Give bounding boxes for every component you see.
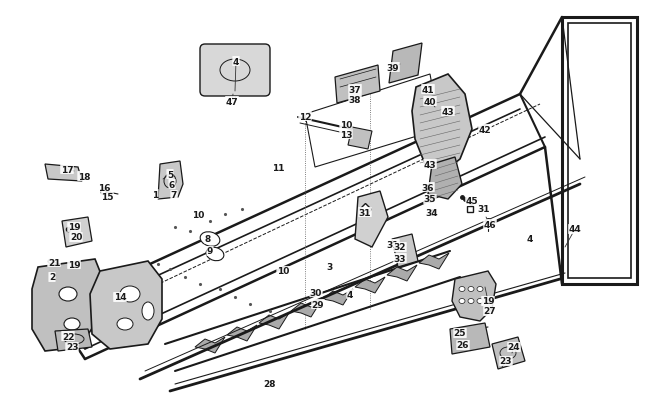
Polygon shape [419,254,449,269]
Text: 13: 13 [340,130,352,139]
Text: 18: 18 [78,172,90,181]
Polygon shape [259,313,289,329]
Polygon shape [450,323,490,354]
Ellipse shape [142,302,154,320]
Text: 8: 8 [205,235,211,244]
Text: 12: 12 [299,112,311,121]
Text: 31: 31 [478,205,490,214]
Ellipse shape [206,248,224,261]
Text: 3: 3 [327,263,333,272]
Polygon shape [389,44,422,84]
Text: 4: 4 [526,235,533,244]
Text: 28: 28 [264,379,276,388]
Text: 4: 4 [233,58,239,66]
Text: 6: 6 [169,180,175,189]
Ellipse shape [200,232,220,247]
Text: 40: 40 [424,97,436,106]
Text: 19: 19 [68,260,81,269]
Polygon shape [90,261,162,349]
Text: 43: 43 [424,160,436,169]
Text: 10: 10 [192,210,204,219]
Text: 19: 19 [68,223,81,232]
Text: 19: 19 [482,297,494,306]
Polygon shape [392,234,418,267]
Text: 25: 25 [454,329,466,338]
Polygon shape [158,162,183,200]
Text: 23: 23 [66,343,78,352]
Ellipse shape [477,299,483,304]
Text: 36: 36 [422,183,434,192]
Polygon shape [62,217,92,247]
Text: 16: 16 [98,183,111,192]
Text: 35: 35 [424,195,436,204]
Polygon shape [428,158,462,200]
Text: 9: 9 [207,247,213,256]
Polygon shape [492,337,525,369]
Text: 43: 43 [442,107,454,116]
Text: 27: 27 [484,307,497,316]
Text: 30: 30 [310,288,322,297]
Text: 15: 15 [101,193,113,202]
Text: 17: 17 [60,165,73,174]
Text: 29: 29 [312,300,324,309]
Text: 1: 1 [152,190,158,199]
Ellipse shape [477,287,483,292]
Text: 33: 33 [394,254,406,263]
Polygon shape [348,128,372,149]
Polygon shape [227,325,257,341]
Text: 21: 21 [47,258,60,267]
Polygon shape [291,301,321,317]
Polygon shape [323,289,353,305]
Text: 10: 10 [340,120,352,129]
Text: 20: 20 [70,233,82,242]
Text: 23: 23 [500,357,512,366]
Ellipse shape [459,299,465,304]
Ellipse shape [117,318,133,330]
Text: 11: 11 [272,163,284,172]
Polygon shape [452,271,496,321]
Ellipse shape [64,318,80,330]
Text: 24: 24 [508,343,520,352]
Text: 38: 38 [349,95,361,104]
Text: 31: 31 [359,208,371,217]
Text: 47: 47 [226,97,239,106]
Text: 14: 14 [114,293,126,302]
Polygon shape [335,66,380,104]
Text: 39: 39 [387,63,399,72]
Polygon shape [355,277,385,293]
Ellipse shape [59,287,77,301]
Polygon shape [387,265,417,281]
Polygon shape [45,164,82,181]
Text: 2: 2 [49,273,55,282]
Polygon shape [195,337,225,353]
Text: 22: 22 [62,332,74,341]
Text: 45: 45 [465,197,478,206]
Ellipse shape [468,299,474,304]
Text: 46: 46 [484,220,497,229]
Polygon shape [355,192,388,247]
Text: 32: 32 [394,243,406,252]
Polygon shape [32,259,105,351]
Text: 5: 5 [167,170,173,179]
Text: 10: 10 [277,267,289,276]
Text: 37: 37 [348,85,361,94]
Text: 26: 26 [457,341,469,350]
Polygon shape [55,329,92,351]
Ellipse shape [468,287,474,292]
Text: 41: 41 [422,85,434,94]
Text: 7: 7 [171,191,177,200]
Text: 34: 34 [426,208,438,217]
Ellipse shape [459,287,465,292]
Text: 31: 31 [387,240,399,249]
Text: 4: 4 [347,290,353,299]
Text: 44: 44 [569,225,581,234]
FancyBboxPatch shape [200,45,270,97]
Ellipse shape [120,286,140,302]
Text: 42: 42 [478,125,491,134]
Polygon shape [412,75,472,172]
